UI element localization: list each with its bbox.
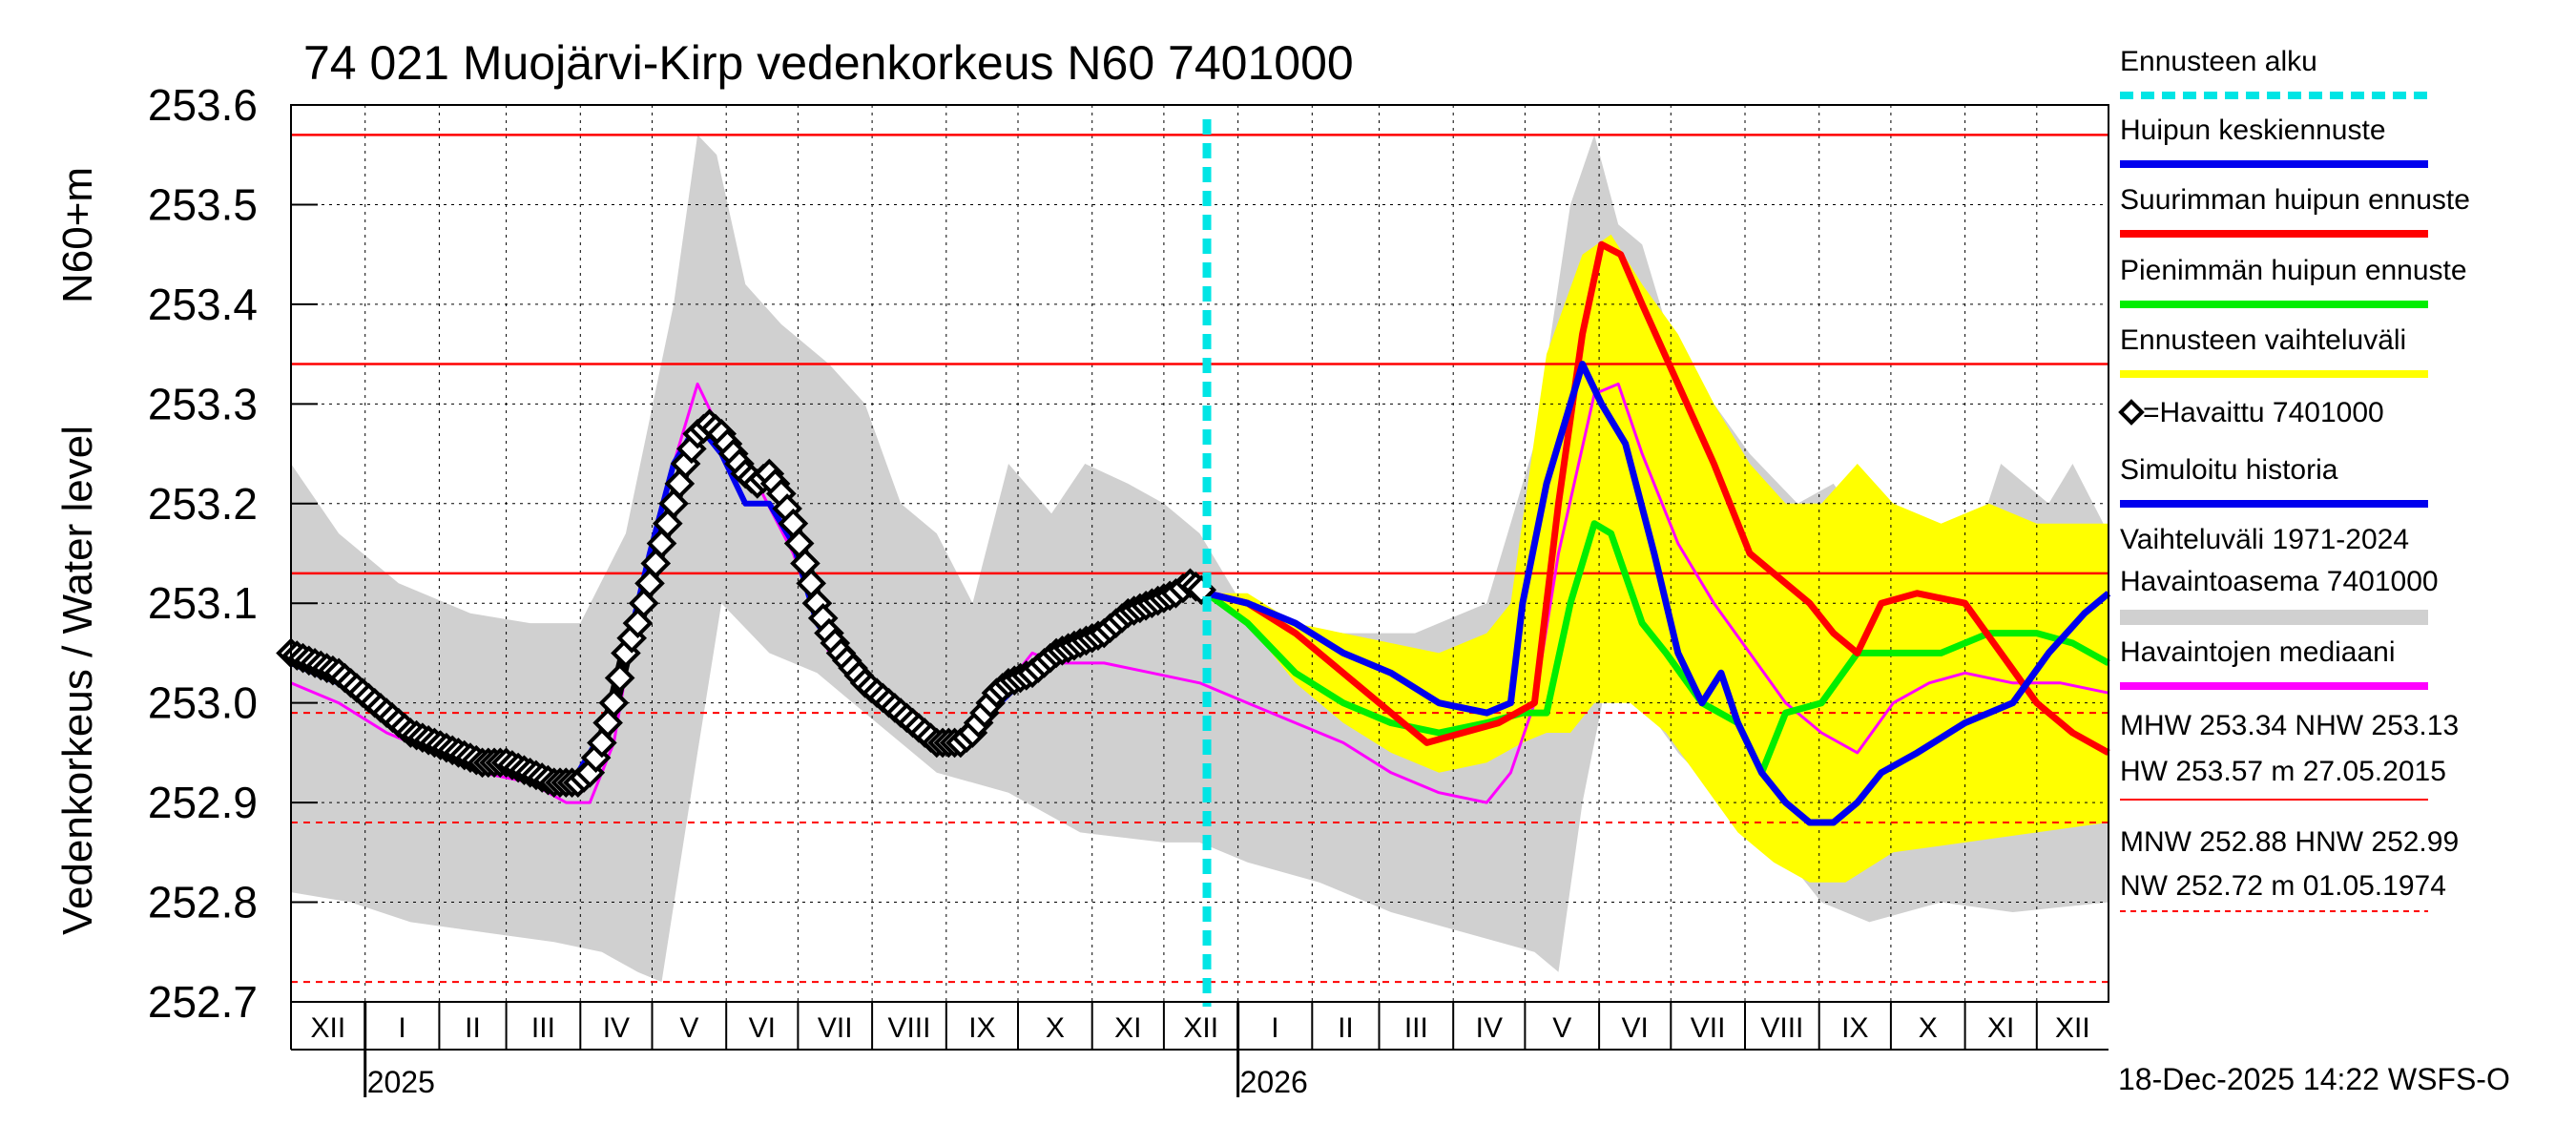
min-peak-forecast-line [1204, 520, 2110, 777]
y-tick-label: 253.1 [148, 578, 258, 628]
legend: Ennusteen alku Huipun keskiennuste Suurimm… [2118, 46, 2470, 690]
plot-frame [290, 104, 2109, 1003]
month-label: VIII [887, 1012, 930, 1044]
legend-label: Vaihteluväli 1971-2024 [2120, 524, 2409, 555]
month-label: I [398, 1012, 405, 1044]
observed-series [276, 408, 1216, 799]
legend-label: Ennusteen alku [2120, 46, 2317, 77]
stats-nw: NW 252.72 m 01.05.1974 [2120, 870, 2446, 902]
legend-label: Havaintojen mediaani [2120, 636, 2396, 668]
month-label: XII [1183, 1012, 1218, 1044]
month-label: II [465, 1012, 481, 1044]
month-label: X [1046, 1012, 1065, 1044]
legend-label: Havaintoasema 7401000 [2120, 566, 2439, 597]
month-label: XI [1987, 1012, 2014, 1044]
y-tick-label: 253.0 [148, 678, 258, 728]
month-label: IV [1476, 1012, 1503, 1044]
month-label: XII [311, 1012, 346, 1044]
month-label: IX [1841, 1012, 1868, 1044]
series-lines [276, 119, 2111, 1007]
year-label: 2026 [1240, 1065, 1308, 1099]
month-label: VII [818, 1012, 853, 1044]
month-label: II [1338, 1012, 1354, 1044]
month-label: X [1919, 1012, 1938, 1044]
y-tick-label: 253.2 [148, 479, 258, 529]
y-tick-label: 253.3 [148, 379, 258, 428]
legend-label: =Havaittu 7401000 [2143, 397, 2384, 428]
axes: 252.7 252.8 252.9 253.0 253.1 253.2 253.3 253.4… [148, 80, 2109, 1099]
legend-label: Simuloitu historia [2120, 454, 2338, 486]
y-tick-label: 253.5 [148, 179, 258, 229]
month-label: IV [603, 1012, 630, 1044]
y-tick-label: 253.6 [148, 80, 258, 130]
footer-timestamp: 18-Dec-2025 14:22 WSFS-O [2118, 1062, 2510, 1096]
month-label: V [1552, 1012, 1571, 1044]
stats-mnw-hnw: MNW 252.88 HNW 252.99 [2120, 826, 2459, 858]
month-label: III [531, 1012, 555, 1044]
month-label: XII [2055, 1012, 2090, 1044]
max-peak-forecast-line [1206, 240, 2110, 756]
y-axis-label: Vedenkorkeus / Water level [54, 426, 101, 935]
y-tick-label: 252.9 [148, 778, 258, 827]
legend-label: Ennusteen vaihteluväli [2120, 324, 2406, 356]
month-label: V [679, 1012, 698, 1044]
month-label: IX [968, 1012, 995, 1044]
legend-observed-marker [2118, 399, 2145, 426]
month-label: VI [1622, 1012, 1649, 1044]
legend-label: Suurimman huipun ennuste [2120, 184, 2470, 216]
y-tick-label: 252.8 [148, 878, 258, 927]
month-label: VII [1691, 1012, 1726, 1044]
month-label: VI [749, 1012, 776, 1044]
month-label: XI [1114, 1012, 1141, 1044]
observed-marker [604, 662, 635, 694]
stats-hw: HW 253.57 m 27.05.2015 [2120, 756, 2446, 787]
legend-label: Huipun keskiennuste [2120, 114, 2386, 146]
month-label: VIII [1760, 1012, 1803, 1044]
y-axis-unit-label: N60+m [54, 167, 101, 303]
observed-marker [598, 687, 630, 718]
month-label: III [1404, 1012, 1428, 1044]
y-tick-label: 252.7 [148, 977, 258, 1027]
chart-title: 74 021 Muojärvi-Kirp vedenkorkeus N60 74… [303, 36, 1354, 90]
month-label: I [1271, 1012, 1278, 1044]
mean-peak-forecast-line [1206, 361, 2111, 826]
year-label: 2025 [367, 1065, 435, 1099]
legend-label: Pienimmän huipun ennuste [2120, 255, 2467, 286]
y-tick-label: 253.4 [148, 280, 258, 329]
stats-mhw-nhw: MHW 253.34 NHW 253.13 [2120, 710, 2459, 741]
